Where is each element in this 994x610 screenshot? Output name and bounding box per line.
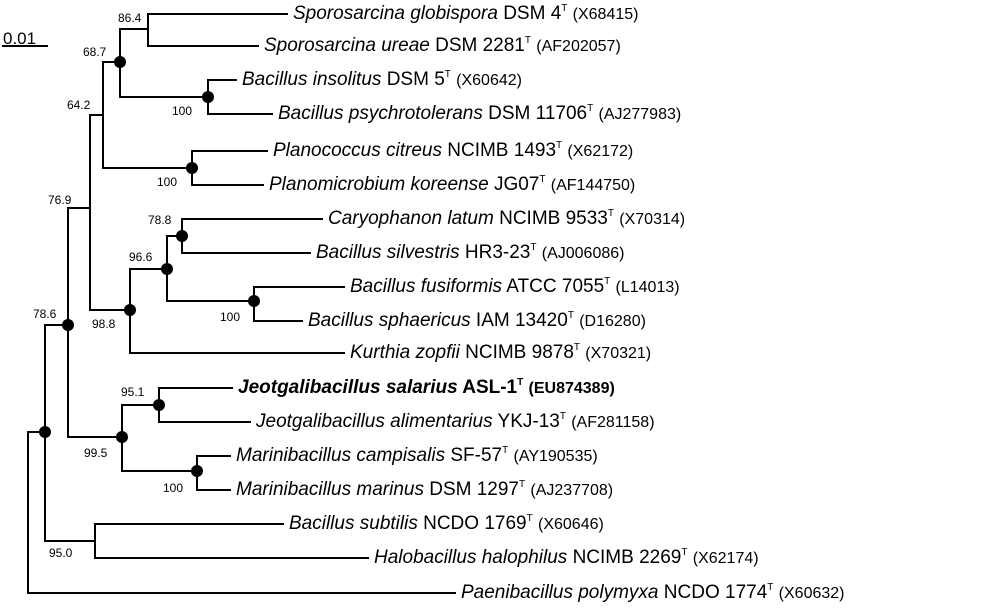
taxon-label: Caryophanon latum NCIMB 9533T (X70314)	[328, 208, 686, 229]
node-dot	[248, 295, 260, 307]
taxon-label: Bacillus sphaericus IAM 13420T (D16280)	[308, 310, 646, 331]
bootstrap-value: 100	[157, 175, 178, 189]
taxon-label: Paenibacillus polymyxa NCDO 1774T (X6063…	[461, 582, 845, 603]
taxon-label: Sporosarcina ureae DSM 2281T (AF202057)	[264, 35, 621, 56]
node-dot	[39, 426, 51, 438]
bootstrap-value: 100	[220, 310, 241, 324]
taxon-label: Marinibacillus campisalis SF-57T (AY1905…	[236, 445, 598, 466]
bootstrap-value: 100	[172, 104, 193, 118]
node-dot	[186, 162, 198, 174]
node-dot	[153, 399, 165, 411]
bootstrap-value: 96.6	[129, 250, 153, 264]
taxon-label: Planococcus citreus NCIMB 1493T (X62172)	[273, 140, 634, 161]
taxon-label: Sporosarcina globispora DSM 4T (X68415)	[293, 3, 639, 24]
node-dot	[191, 465, 203, 477]
bootstrap-value: 78.6	[33, 307, 57, 321]
taxon-label-highlighted: Jeotgalibacillus salarius ASL-1T (EU8743…	[238, 377, 615, 398]
scale-bar-label: 0.01	[3, 29, 37, 48]
node-dot	[114, 56, 126, 68]
bootstrap-value: 100	[163, 481, 184, 495]
taxon-label: Bacillus fusiformis ATCC 7055T (L14013)	[350, 276, 680, 297]
node-dot	[161, 263, 173, 275]
node-dot	[202, 91, 214, 103]
bootstrap-value: 86.4	[118, 11, 142, 25]
node-dot	[124, 304, 136, 316]
taxon-label: Jeotgalibacillus alimentarius YKJ-13T (A…	[256, 411, 655, 432]
taxon-label: Planomicrobium koreense JG07T (AF144750)	[269, 174, 636, 195]
taxon-label: Bacillus insolitus DSM 5T (X60642)	[242, 69, 522, 90]
node-dot	[62, 319, 74, 331]
node-dot	[176, 230, 188, 242]
taxon-label: Halobacillus halophilus NCIMB 2269T (X62…	[374, 547, 759, 568]
bootstrap-value: 78.8	[148, 213, 172, 227]
taxon-label: Marinibacillus marinus DSM 1297T (AJ2377…	[236, 479, 614, 500]
taxon-label: Bacillus psychrotolerans DSM 11706T (AJ2…	[278, 103, 682, 124]
bootstrap-value: 68.7	[83, 45, 107, 59]
taxon-label: Bacillus silvestris HR3-23T (AJ006086)	[316, 242, 625, 263]
node-dot	[116, 431, 128, 443]
bootstrap-value: 99.5	[84, 446, 108, 460]
bootstrap-value: 95.1	[121, 385, 145, 399]
bootstrap-value: 95.0	[49, 546, 73, 560]
taxon-label: Bacillus subtilis NCDO 1769T (X60646)	[289, 513, 604, 534]
bootstrap-value: 76.9	[48, 193, 72, 207]
taxon-label: Kurthia zopfii NCIMB 9878T (X70321)	[350, 342, 652, 363]
bootstrap-value: 98.8	[92, 317, 116, 331]
bootstrap-value: 64.2	[67, 98, 91, 112]
